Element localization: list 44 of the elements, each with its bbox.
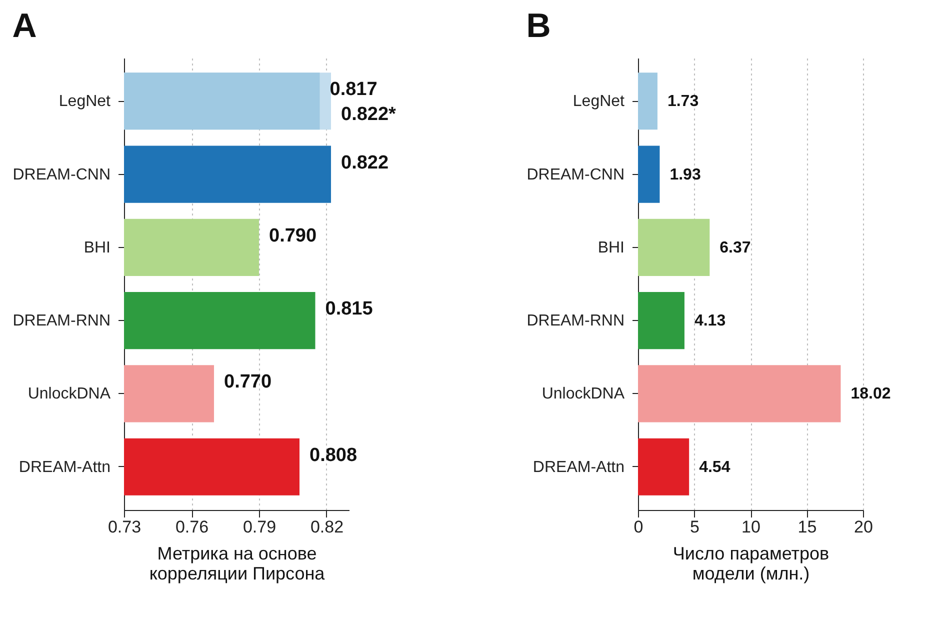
bar bbox=[638, 146, 660, 203]
x-tick-label: 0.82 bbox=[310, 518, 344, 536]
y-tick-label: DREAM-RNN bbox=[12, 312, 110, 330]
bar bbox=[638, 218, 710, 276]
chart-title: A bbox=[12, 7, 37, 45]
data-label: 1.93 bbox=[670, 166, 701, 184]
x-tick-label: 0 bbox=[634, 518, 644, 536]
y-tick-label: DREAM-CNN bbox=[526, 166, 624, 184]
x-tick-label: 0.73 bbox=[108, 518, 142, 536]
y-tick-label: BHI bbox=[84, 239, 110, 256]
data-label: 4.13 bbox=[694, 312, 726, 330]
y-tick-label: DREAM-Attn bbox=[18, 458, 110, 476]
data-label: 4.54 bbox=[699, 458, 730, 476]
x-tick-label: 20 bbox=[854, 518, 873, 536]
data-label: 18.02 bbox=[850, 386, 891, 403]
bar bbox=[638, 365, 841, 422]
x-tick-label: 10 bbox=[742, 518, 760, 536]
data-label: 0.822* bbox=[341, 104, 397, 126]
data-label: 0.817 bbox=[330, 79, 378, 100]
x-axis-title: Метрика на основе корреляции Пирсона bbox=[149, 544, 326, 584]
y-tick-label: DREAM-Attn bbox=[532, 458, 624, 476]
y-tick-label: BHI bbox=[598, 239, 624, 256]
data-label: 1.73 bbox=[667, 93, 699, 110]
y-tick-label: UnlockDNA bbox=[542, 386, 625, 403]
y-tick-label: UnlockDNA bbox=[28, 386, 111, 403]
y-tick-label: DREAM-RNN bbox=[526, 312, 624, 330]
x-tick-label: 5 bbox=[690, 518, 700, 536]
data-label: 0.770 bbox=[224, 372, 272, 393]
x-tick-label: 0.79 bbox=[242, 518, 276, 536]
data-label: 0.808 bbox=[310, 444, 358, 466]
bar bbox=[638, 292, 684, 350]
data-label: 0.790 bbox=[269, 225, 317, 246]
data-label: 0.822 bbox=[341, 152, 389, 174]
data-label: 6.37 bbox=[720, 239, 751, 256]
y-tick-label: DREAM-CNN bbox=[12, 166, 110, 184]
y-tick-label: LegNet bbox=[572, 93, 626, 110]
bar bbox=[638, 438, 690, 496]
chart-title: B bbox=[526, 7, 551, 45]
y-tick-label: LegNet bbox=[58, 93, 112, 110]
x-axis-title: Число параметров модели (млн.) bbox=[672, 544, 830, 584]
bar bbox=[638, 72, 658, 130]
x-tick-label: 15 bbox=[798, 518, 817, 536]
x-tick-label: 0.76 bbox=[175, 518, 209, 536]
data-label: 0.815 bbox=[325, 298, 374, 320]
